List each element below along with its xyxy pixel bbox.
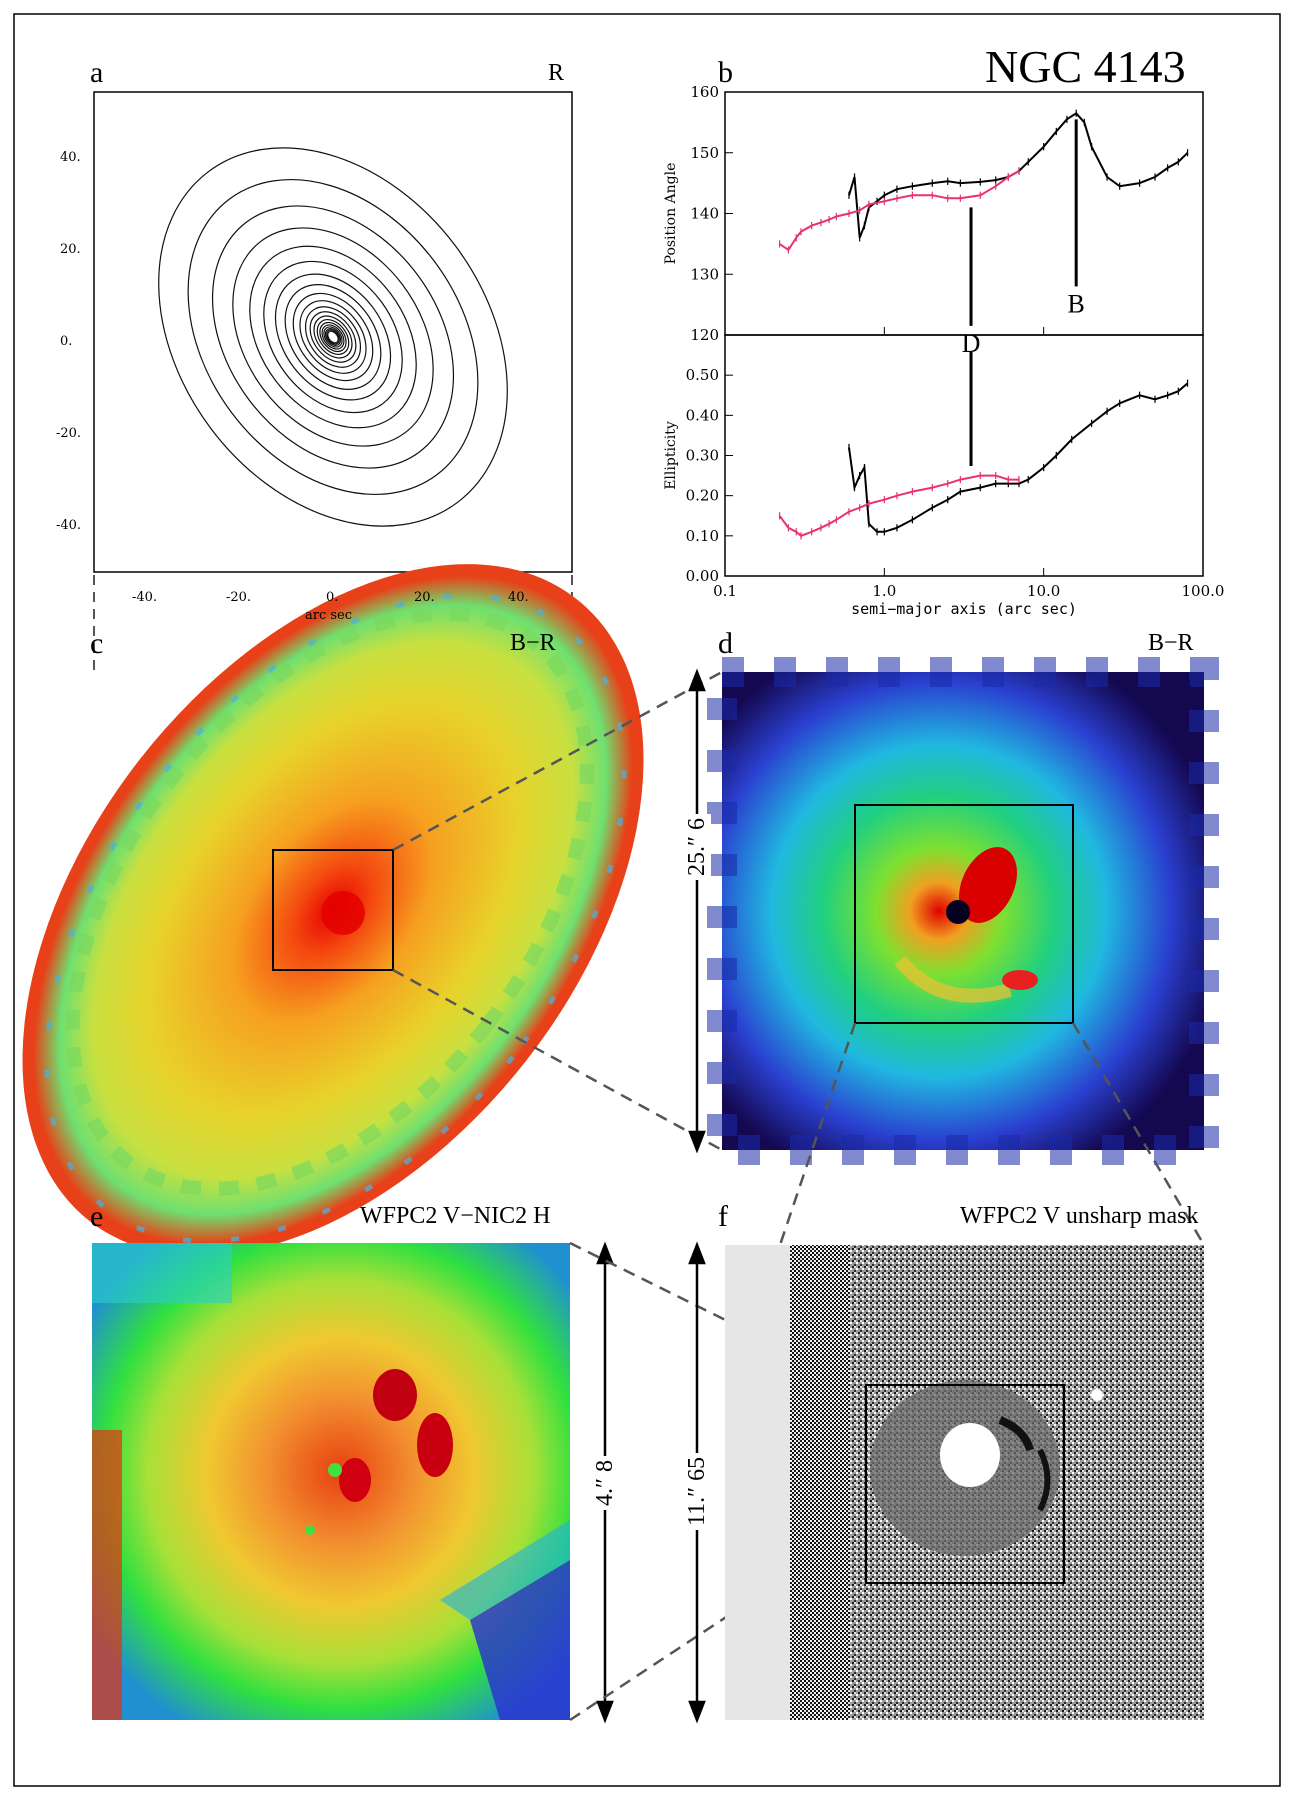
ytick-label: 160 bbox=[690, 83, 719, 101]
panel-a-xtick: -40. bbox=[132, 590, 158, 605]
ellipticity-plot: 0.00 0.10 0.20 0.30 0.40 0.50 0.1 1.0 10.0 100.0 E… bbox=[663, 366, 1224, 618]
panel-a-band: R bbox=[548, 60, 565, 86]
ytick-label: 150 bbox=[690, 144, 719, 162]
panel-f-scale: 11.″ 65 bbox=[684, 1452, 711, 1530]
xtick-label: 0.1 bbox=[713, 582, 737, 600]
xtick-label: 100.0 bbox=[1182, 582, 1225, 600]
contour-line bbox=[158, 147, 508, 527]
series-line-pink bbox=[779, 170, 1020, 252]
panel-a-xtick: 0. bbox=[326, 590, 339, 605]
contour-line bbox=[319, 321, 347, 353]
contour-line bbox=[327, 330, 339, 344]
contour-line bbox=[321, 324, 345, 350]
ytick-label: 0.10 bbox=[686, 527, 719, 545]
panel-a-ytick: -40. bbox=[56, 518, 82, 533]
panel-a-ytick: 0. bbox=[60, 334, 73, 349]
contour-line bbox=[326, 329, 340, 345]
xtick-label: 1.0 bbox=[872, 582, 896, 600]
panel-a-ytick: 20. bbox=[60, 242, 81, 257]
contour-line bbox=[284, 284, 382, 390]
ytick-label: 0.40 bbox=[686, 406, 719, 424]
ytick-label: 0.20 bbox=[686, 487, 719, 505]
contour-line bbox=[323, 326, 343, 348]
contour-line bbox=[292, 292, 374, 382]
ytick-label: 130 bbox=[690, 265, 719, 283]
contour-line bbox=[304, 306, 362, 368]
panel-f-letter: f bbox=[718, 1200, 728, 1233]
panel-f-band: WFPC2 V unsharp mask bbox=[960, 1203, 1199, 1229]
panel-a-letter: a bbox=[90, 56, 104, 89]
panel-c-band: B−R bbox=[510, 630, 556, 656]
contour-line bbox=[187, 178, 479, 496]
position-angle-plot: 120 130 140 150 160 Position Angle B D bbox=[663, 83, 1204, 466]
xtick-label: 10.0 bbox=[1027, 582, 1060, 600]
contour-line bbox=[299, 300, 367, 374]
annotation-label: D bbox=[962, 329, 981, 358]
scale-arrow-d bbox=[688, 668, 706, 1154]
panel-d-scale: 25.″ 6 bbox=[684, 814, 711, 880]
contour-line bbox=[309, 311, 357, 363]
series-line-black bbox=[848, 382, 1189, 533]
panel-e-letter: e bbox=[90, 1200, 104, 1233]
xlabel: semi−major axis (arc sec) bbox=[851, 600, 1077, 618]
contour-line bbox=[324, 328, 342, 346]
ytick-label: 0.00 bbox=[686, 567, 719, 585]
contour-line bbox=[211, 205, 455, 469]
panel-a-ytick: 40. bbox=[60, 150, 81, 165]
contour-line bbox=[313, 315, 353, 359]
panel-b-letter: b bbox=[718, 56, 733, 89]
panel-e-image bbox=[92, 1243, 570, 1720]
panel-d-band: B−R bbox=[1148, 630, 1194, 656]
pa-plot-frame bbox=[724, 91, 1204, 336]
panel-f-image bbox=[725, 1245, 1204, 1720]
ytick-label: 0.30 bbox=[686, 447, 719, 465]
ytick-label: 140 bbox=[690, 205, 719, 223]
panel-a-contours bbox=[93, 91, 573, 573]
ylabel: Ellipticity bbox=[663, 421, 679, 490]
panel-a-xlabel: arc sec bbox=[305, 608, 353, 623]
ytick-label: 120 bbox=[690, 326, 719, 344]
panel-c-image bbox=[22, 564, 644, 1256]
contour-line bbox=[249, 245, 417, 429]
ytick-label: 0.50 bbox=[686, 366, 719, 384]
panel-e-band: WFPC2 V−NIC2 H bbox=[360, 1203, 551, 1229]
outer-frame bbox=[13, 13, 1281, 1787]
contour-line bbox=[263, 260, 403, 414]
panel-d-image bbox=[707, 657, 1219, 1165]
object-title: NGC 4143 bbox=[985, 41, 1186, 92]
panel-a-xtick: 20. bbox=[414, 590, 435, 605]
panel-a-xtick: 40. bbox=[508, 590, 529, 605]
contour-line bbox=[316, 319, 350, 355]
ellipticity-plot-frame bbox=[724, 334, 1204, 577]
panel-d-letter: d bbox=[718, 627, 733, 660]
ylabel: Position Angle bbox=[663, 163, 679, 265]
panel-c-letter: c bbox=[90, 627, 104, 660]
panel-e-scale: 4.″ 8 bbox=[592, 1456, 619, 1510]
annotation-label: B bbox=[1068, 289, 1085, 318]
panel-a-ytick: -20. bbox=[56, 426, 82, 441]
panel-a-xtick: -20. bbox=[226, 590, 252, 605]
series-line-black bbox=[848, 111, 1189, 239]
